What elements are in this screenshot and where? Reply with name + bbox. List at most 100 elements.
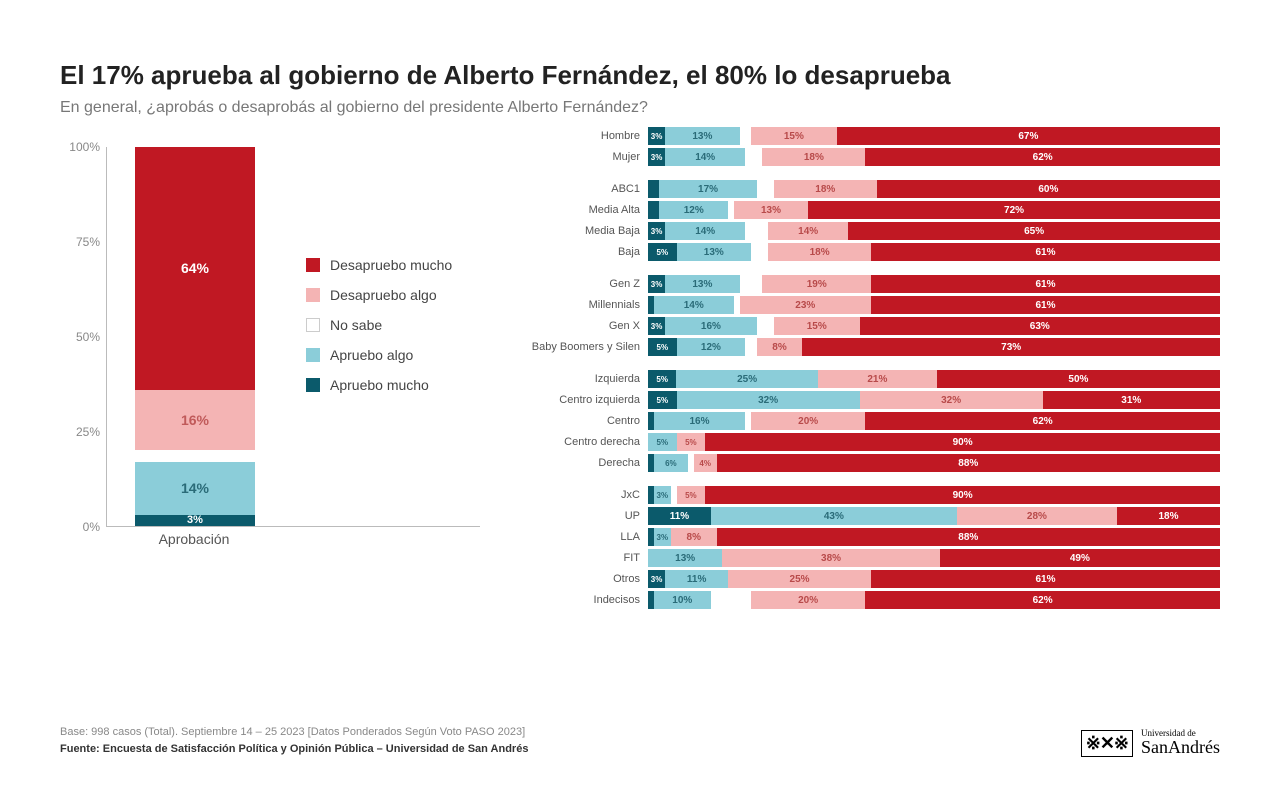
row-label: Baja bbox=[520, 246, 648, 258]
row-bar: 6%4%88% bbox=[648, 454, 1220, 472]
row-bar: 14% 23%61% bbox=[648, 296, 1220, 314]
row-label: JxC bbox=[520, 489, 648, 501]
breakdown-group: Izquierda5%25%21%50%Centro izquierda5%32… bbox=[520, 370, 1220, 472]
row-label: Baby Boomers y Silen bbox=[520, 341, 648, 353]
cell-apruebo_algo: 16% bbox=[665, 317, 757, 335]
cell-desapruebo_algo: 5% bbox=[677, 433, 706, 451]
y-tick-label: 100% bbox=[69, 140, 100, 154]
cell-apruebo_mucho bbox=[648, 180, 659, 198]
cell-apruebo_algo: 32% bbox=[677, 391, 860, 409]
cell-no_sabe bbox=[711, 591, 751, 609]
cell-apruebo_algo: 12% bbox=[659, 201, 728, 219]
x-axis-label: Aprobación bbox=[134, 531, 254, 547]
cell-apruebo_mucho: 3% bbox=[648, 222, 665, 240]
main-chart: 0%25%50%75%100% 3%14%16%64% Aprobación D… bbox=[60, 127, 480, 547]
cell-desapruebo_mucho: 90% bbox=[705, 486, 1220, 504]
cell-desapruebo_mucho: 88% bbox=[717, 528, 1220, 546]
cell-apruebo_mucho: 11% bbox=[648, 507, 711, 525]
legend-item-apruebo_algo: Apruebo algo bbox=[306, 347, 452, 363]
breakdown-row: Baja5%13%18%61% bbox=[520, 243, 1220, 261]
row-bar: 3%13%15%67% bbox=[648, 127, 1220, 145]
main-segment-desapruebo_algo: 16% bbox=[135, 390, 255, 451]
breakdown-row: Baby Boomers y Silen5%12%8%73% bbox=[520, 338, 1220, 356]
cell-apruebo_algo: 13% bbox=[677, 243, 751, 261]
cell-desapruebo_mucho: 31% bbox=[1043, 391, 1220, 409]
legend-item-desapruebo_mucho: Desapruebo mucho bbox=[306, 257, 452, 273]
breakdown-row: Otros3%11%25%61% bbox=[520, 570, 1220, 588]
main-segment-apruebo_algo: 14% bbox=[135, 462, 255, 515]
row-label: Derecha bbox=[520, 457, 648, 469]
legend-label: Apruebo mucho bbox=[330, 377, 429, 393]
university-logo: ※✕※ Universidad de SanAndrés bbox=[1081, 729, 1220, 757]
breakdown-row: Centro16%20%62% bbox=[520, 412, 1220, 430]
legend-swatch bbox=[306, 378, 320, 392]
legend-swatch bbox=[306, 258, 320, 272]
cell-no_sabe bbox=[757, 317, 774, 335]
cell-apruebo_mucho: 3% bbox=[648, 570, 665, 588]
cell-desapruebo_mucho: 65% bbox=[848, 222, 1220, 240]
row-bar: 3%8%88% bbox=[648, 528, 1220, 546]
cell-apruebo_algo: 11% bbox=[665, 570, 728, 588]
row-label: FIT bbox=[520, 552, 648, 564]
row-label: LLA bbox=[520, 531, 648, 543]
row-bar: 3%5%90% bbox=[648, 486, 1220, 504]
cell-desapruebo_mucho: 88% bbox=[717, 454, 1220, 472]
cell-desapruebo_algo: 19% bbox=[762, 275, 871, 293]
row-bar: 10%20%62% bbox=[648, 591, 1220, 609]
cell-no_sabe bbox=[745, 148, 762, 166]
cell-apruebo_algo: 5% bbox=[648, 433, 677, 451]
row-bar: 5%5%90% bbox=[648, 433, 1220, 451]
cell-apruebo_algo: 14% bbox=[654, 296, 734, 314]
y-tick-label: 75% bbox=[76, 235, 100, 249]
row-bar: 13%38%49% bbox=[648, 549, 1220, 567]
legend-label: Desapruebo mucho bbox=[330, 257, 452, 273]
page-title: El 17% aprueba al gobierno de Alberto Fe… bbox=[60, 60, 1220, 91]
breakdown-row: Millennials 14% 23%61% bbox=[520, 296, 1220, 314]
row-label: Mujer bbox=[520, 151, 648, 163]
row-label: ABC1 bbox=[520, 183, 648, 195]
row-bar: 3%14%18%62% bbox=[648, 148, 1220, 166]
base-note: Base: 998 casos (Total). Septiembre 14 –… bbox=[60, 724, 528, 741]
row-bar: 5%25%21%50% bbox=[648, 370, 1220, 388]
cell-apruebo_mucho: 3% bbox=[648, 317, 665, 335]
row-bar: 5%13%18%61% bbox=[648, 243, 1220, 261]
cell-desapruebo_mucho: 62% bbox=[865, 591, 1220, 609]
cell-apruebo_algo: 6% bbox=[654, 454, 688, 472]
breakdown-group: Gen Z3%13%19%61%Millennials14%23%61%Gen … bbox=[520, 275, 1220, 356]
cell-desapruebo_mucho: 72% bbox=[808, 201, 1220, 219]
row-bar: 3%11%25%61% bbox=[648, 570, 1220, 588]
row-label: Gen X bbox=[520, 320, 648, 332]
row-bar: 3%16%15%63% bbox=[648, 317, 1220, 335]
cell-desapruebo_algo: 23% bbox=[740, 296, 872, 314]
cell-no_sabe bbox=[751, 243, 768, 261]
row-label: Media Baja bbox=[520, 225, 648, 237]
legend-label: No sabe bbox=[330, 317, 382, 333]
row-label: Millennials bbox=[520, 299, 648, 311]
cell-apruebo_mucho: 3% bbox=[648, 148, 665, 166]
breakdown-group: ABC117%18%60%Media Alta12%13%72%Media Ba… bbox=[520, 180, 1220, 261]
cell-apruebo_mucho: 3% bbox=[648, 127, 665, 145]
breakdown-row: FIT13%38%49% bbox=[520, 549, 1220, 567]
cell-no_sabe bbox=[745, 338, 756, 356]
row-label: Izquierda bbox=[520, 373, 648, 385]
cell-no_sabe bbox=[740, 275, 763, 293]
y-tick-label: 25% bbox=[76, 425, 100, 439]
cell-desapruebo_mucho: 61% bbox=[871, 243, 1220, 261]
breakdown-row: Derecha6%4%88% bbox=[520, 454, 1220, 472]
stacked-bar: 3%14%16%64% bbox=[135, 147, 255, 526]
cell-desapruebo_algo: 38% bbox=[722, 549, 939, 567]
row-label: Hombre bbox=[520, 130, 648, 142]
cell-desapruebo_mucho: 67% bbox=[837, 127, 1220, 145]
cell-desapruebo_mucho: 60% bbox=[877, 180, 1220, 198]
breakdown-row: LLA3%8%88% bbox=[520, 528, 1220, 546]
cell-apruebo_algo: 13% bbox=[665, 275, 739, 293]
footer-notes: Base: 998 casos (Total). Septiembre 14 –… bbox=[60, 724, 528, 757]
main-segment-apruebo_mucho: 3% bbox=[135, 515, 255, 526]
row-label: Otros bbox=[520, 573, 648, 585]
cell-desapruebo_algo: 5% bbox=[677, 486, 706, 504]
cell-desapruebo_mucho: 61% bbox=[871, 296, 1220, 314]
cell-no_sabe bbox=[740, 127, 751, 145]
legend-item-desapruebo_algo: Desapruebo algo bbox=[306, 287, 452, 303]
y-axis: 0%25%50%75%100% bbox=[60, 127, 106, 527]
row-bar: 11%43%28%18% bbox=[648, 507, 1220, 525]
